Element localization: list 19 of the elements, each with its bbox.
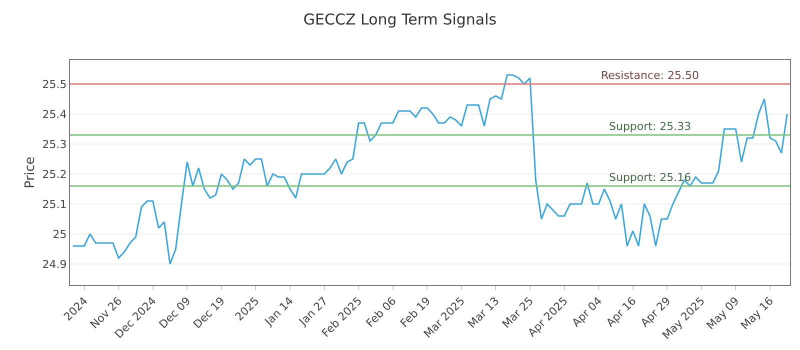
x-tick-label: Dec 09 [156, 294, 194, 332]
y-tick-label: 25.5 [42, 78, 67, 91]
x-tick-label: Apr 04 [570, 294, 605, 330]
y-tick-label: 25.4 [42, 108, 67, 121]
ref-line-label: Support: 25.16 [609, 171, 692, 184]
x-tick-label: Feb 06 [364, 294, 399, 330]
chart-title: GECCZ Long Term Signals [303, 10, 497, 28]
y-tick-label: 25.3 [42, 138, 67, 151]
x-tick-label: Mar 13 [465, 294, 502, 331]
x-tick-label: Apr 16 [604, 294, 639, 330]
x-tick-label: Dec 19 [190, 294, 228, 332]
y-tick-label: 25.2 [42, 168, 67, 181]
x-tick-label: Jan 14 [262, 294, 296, 329]
y-tick-label: 25.1 [42, 198, 67, 211]
ref-line-label: Resistance: 25.50 [601, 69, 699, 82]
y-axis-title: Price [23, 156, 38, 188]
y-tick-label: 24.9 [42, 258, 67, 271]
ref-line-label: Support: 25.33 [609, 120, 692, 133]
y-tick-label: 25 [52, 228, 67, 241]
